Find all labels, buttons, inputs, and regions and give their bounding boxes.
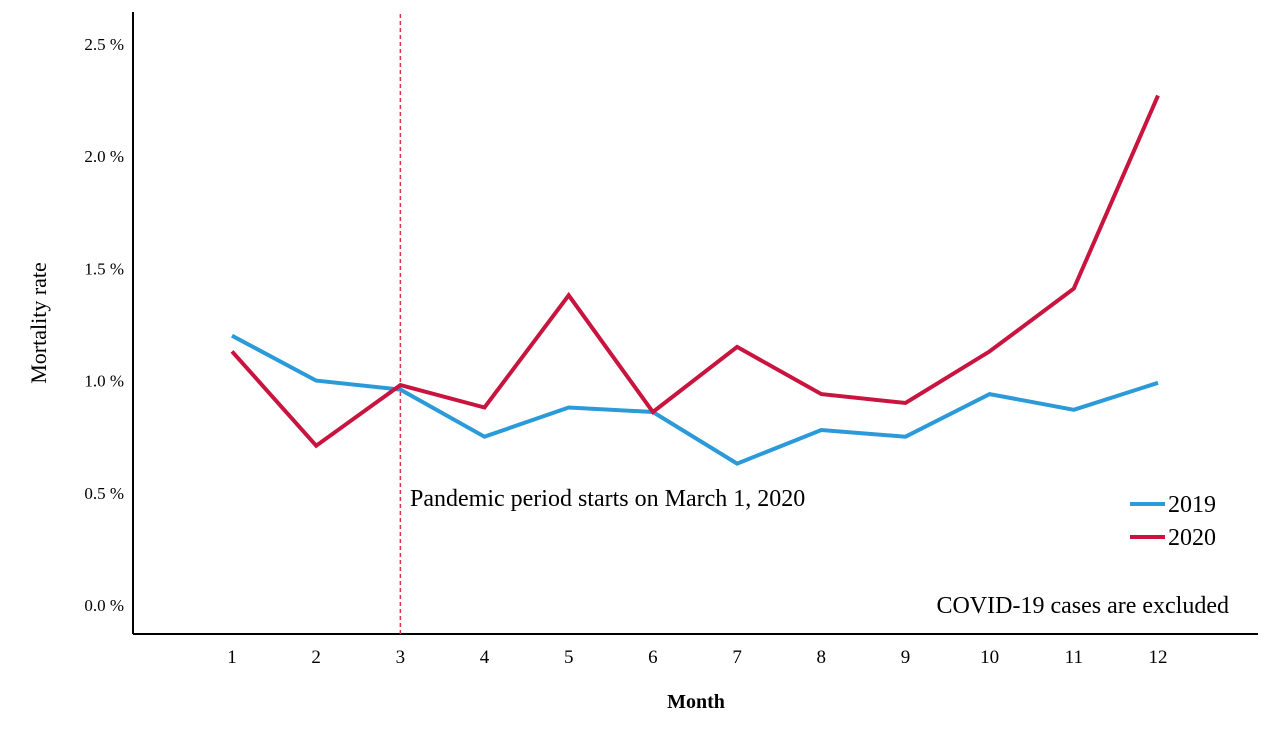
series-line-2020 <box>232 96 1158 446</box>
x-tick-label: 3 <box>396 647 406 668</box>
x-tick-label: 11 <box>1065 647 1083 668</box>
y-tick-label: 1.5 % <box>84 259 124 278</box>
x-tick-label: 12 <box>1149 647 1168 668</box>
exclusion-note: COVID-19 cases are excluded <box>936 593 1229 619</box>
pandemic-annotation: Pandemic period starts on March 1, 2020 <box>410 486 805 512</box>
y-axis-ticks: 0.0 % 0.5 % 1.0 % 1.5 % 2.0 % 2.5 % <box>84 35 124 615</box>
x-tick-label: 8 <box>817 647 827 668</box>
y-tick-label: 0.0 % <box>84 596 124 615</box>
y-tick-label: 2.0 % <box>84 147 124 166</box>
y-tick-label: 1.0 % <box>84 372 124 391</box>
x-tick-label: 4 <box>480 647 490 668</box>
y-axis-title: Mortality rate <box>26 262 51 384</box>
y-tick-label: 0.5 % <box>84 484 124 503</box>
x-tick-label: 2 <box>311 647 321 668</box>
legend: 2019 2020 <box>1130 492 1216 551</box>
y-tick-label: 2.5 % <box>84 35 124 54</box>
x-tick-label: 1 <box>227 647 237 668</box>
legend-label-2020: 2020 <box>1168 525 1216 551</box>
x-tick-label: 7 <box>732 647 742 668</box>
x-tick-label: 5 <box>564 647 574 668</box>
x-tick-label: 9 <box>901 647 911 668</box>
series-lines <box>232 96 1158 464</box>
x-tick-label: 10 <box>980 647 999 668</box>
legend-label-2019: 2019 <box>1168 492 1216 518</box>
x-axis-title: Month <box>667 691 725 713</box>
x-tick-label: 6 <box>648 647 658 668</box>
series-line-2019 <box>232 336 1158 464</box>
